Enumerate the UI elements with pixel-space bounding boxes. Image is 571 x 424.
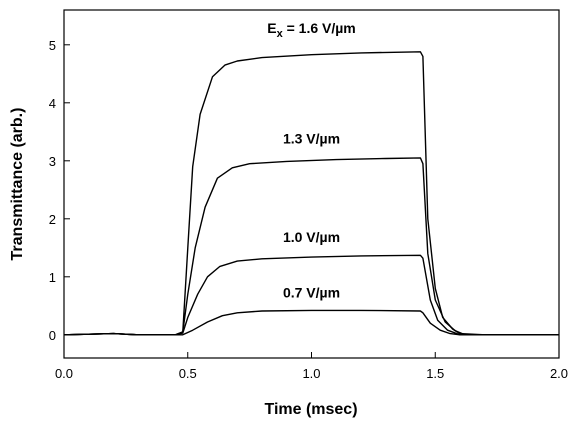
series-line-4 <box>63 309 559 336</box>
y-tick-label: 2 <box>49 212 56 227</box>
curve-labels: Ex = 1.6 V/µm 1.3 V/µm 1.0 V/µm 0.7 V/µm <box>267 20 356 300</box>
x-tick-label: 0.0 <box>55 366 73 381</box>
curve-label-text: 1.0 V/µm <box>283 229 340 245</box>
axis-ticks: 0.0 0.5 1.0 1.5 2.0 0 1 2 3 4 5 <box>49 38 568 381</box>
y-tick-label: 1 <box>49 270 56 285</box>
y-tick-label: 0 <box>49 328 56 343</box>
x-tick-label: 1.0 <box>302 366 320 381</box>
y-tick-label: 3 <box>49 154 56 169</box>
y-tick-label: 4 <box>49 96 56 111</box>
x-tick-label: 0.5 <box>179 366 197 381</box>
plot-frame <box>63 9 560 359</box>
y-tick-label: 5 <box>49 38 56 53</box>
curve-label-text: 0.7 V/µm <box>283 285 340 301</box>
curve-label-2: 1.3 V/µm <box>283 130 340 146</box>
x-axis-title: Time (msec) <box>264 401 357 418</box>
y-axis-title: Transmittance (arb.) <box>9 108 26 261</box>
curve-label-subscript: x <box>277 28 284 40</box>
curve-label-text: 1.3 V/µm <box>283 130 340 146</box>
x-tick-label: 1.5 <box>426 366 444 381</box>
curve-label-text: = 1.6 V/µm <box>283 20 356 36</box>
series-lines <box>63 51 559 336</box>
curve-label-1: Ex = 1.6 V/µm <box>267 20 356 40</box>
series-line-2 <box>63 157 559 336</box>
x-tick-label: 2.0 <box>550 366 568 381</box>
curve-label-3: 1.0 V/µm <box>283 229 340 245</box>
curve-label-4: 0.7 V/µm <box>283 285 340 301</box>
curve-label-symbol: E <box>267 20 276 36</box>
